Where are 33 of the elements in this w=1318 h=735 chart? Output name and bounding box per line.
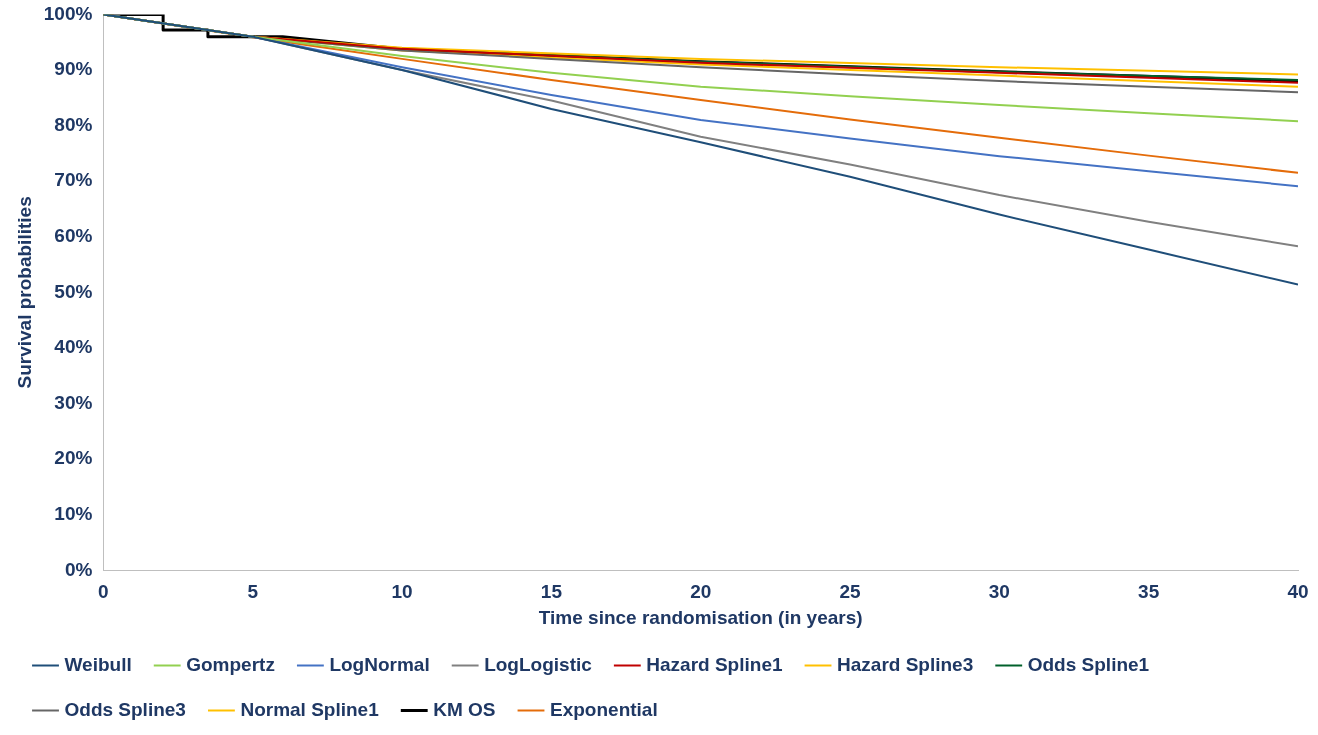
y-tick-label: 30% [54,391,93,413]
x-tick-label: 0 [98,581,109,603]
y-tick-label: 50% [54,280,93,302]
y-tick-label: 80% [54,113,93,135]
legend-label: Odds Spline1 [1027,653,1150,675]
legend-label: Odds Spline3 [64,698,186,720]
y-tick-label: 20% [54,447,93,469]
y-axis-title: Survival probabilities [13,196,35,389]
x-axis-title: Time since randomisation (in years) [538,606,863,628]
x-tick-label: 35 [1138,581,1160,603]
x-tick-label: 10 [391,581,413,603]
x-tick-label: 40 [1287,581,1309,603]
legend-label: KM OS [433,698,496,720]
x-tick-label: 30 [988,581,1010,603]
x-tick-label: 20 [690,581,712,603]
legend-label: Exponential [550,698,658,720]
y-tick-label: 60% [54,225,93,247]
y-tick-label: 10% [54,503,93,525]
legend-label: Weibull [64,653,132,675]
legend-label: Normal Spline1 [240,698,380,720]
y-tick-label: 100% [43,2,93,24]
y-tick-label: 70% [54,169,93,191]
x-tick-label: 5 [247,581,259,603]
x-tick-label: 25 [839,581,862,603]
y-tick-label: 90% [54,58,93,80]
y-tick-label: 40% [54,336,93,358]
x-tick-label: 15 [540,581,563,603]
legend-label: Gompertz [186,653,275,675]
legend-label: Hazard Spline1 [646,653,783,675]
legend-label: LogNormal [329,653,430,675]
legend-label: Hazard Spline3 [837,653,974,675]
legend-label: LogLogistic [484,653,593,675]
y-tick-label: 0% [64,558,93,580]
